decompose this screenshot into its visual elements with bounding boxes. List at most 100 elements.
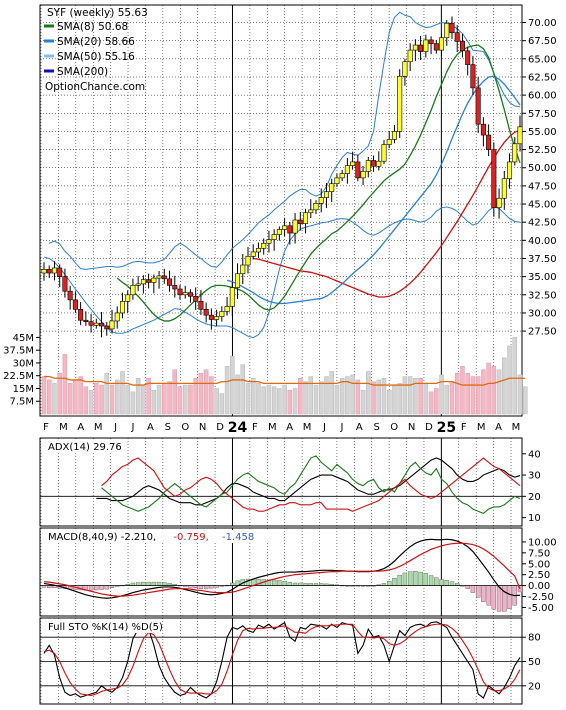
price-tick-label: 62.50 <box>528 72 557 83</box>
volume-bar <box>371 381 376 415</box>
volume-bar <box>177 386 183 415</box>
candle-body <box>323 191 329 198</box>
time-axis-label: M <box>268 422 277 433</box>
candle-body <box>407 49 413 63</box>
candle-body <box>433 43 439 51</box>
volume-bar <box>428 391 434 415</box>
indicator-tick-label: -5.00 <box>528 603 554 614</box>
candle-body <box>240 264 246 275</box>
candle-body <box>386 139 392 145</box>
bollinger-lower-line <box>43 206 521 339</box>
candle-body <box>486 134 492 150</box>
candle-body <box>250 251 256 257</box>
sma20-line <box>226 75 521 305</box>
volume-bar <box>339 378 345 415</box>
volume-bar <box>209 376 214 415</box>
time-axis-label: O <box>390 422 398 433</box>
price-tick-label: 42.50 <box>528 218 557 229</box>
indicator-tick-label: 40 <box>528 449 541 460</box>
indicator-tick-label: 10 <box>528 513 541 524</box>
candle-body <box>303 212 309 224</box>
volume-bar <box>386 389 392 415</box>
macd-histogram-bar <box>99 585 104 590</box>
adx-label-box <box>41 440 123 453</box>
macd-histogram-bar <box>271 579 277 586</box>
candle-body <box>229 287 235 307</box>
macd-value: MACD(8,40,9) -2.210, <box>48 532 156 543</box>
macd-signal-value: -0.759, <box>173 532 208 543</box>
macd-histogram-bar <box>146 581 151 586</box>
candle-body <box>224 306 230 312</box>
volume-bar <box>120 371 125 415</box>
candle-body <box>334 177 340 185</box>
indicator-tick-label: 2.50 <box>528 570 550 581</box>
candle-body <box>318 197 324 204</box>
volume-bar <box>240 364 246 415</box>
time-axis-label: A <box>286 422 293 433</box>
volume-bar <box>470 376 476 415</box>
volume-average-line <box>44 375 526 386</box>
candle-body <box>276 229 282 235</box>
candle-body <box>125 294 131 302</box>
time-axis-label: A <box>356 422 363 433</box>
adx-series-line <box>101 455 521 514</box>
adx-series-line <box>101 457 521 512</box>
macd-histogram-bar <box>277 580 282 586</box>
candle-body <box>459 41 465 52</box>
candle-body <box>475 87 481 125</box>
volume-bar <box>481 369 486 415</box>
volume-bar <box>491 366 497 415</box>
volume-bar <box>214 388 219 415</box>
volume-bar <box>67 383 73 415</box>
candle-body <box>78 309 84 321</box>
volume-bar <box>282 384 287 415</box>
macd-histogram-bar <box>423 573 429 586</box>
candle-body <box>480 123 486 136</box>
volume-bar <box>324 376 329 415</box>
volume-tick-label: 45M <box>13 333 34 344</box>
candle-body <box>297 219 303 224</box>
time-axis-label: N <box>199 422 206 433</box>
candle-body <box>72 299 78 310</box>
price-tick-label: 27.50 <box>528 327 557 338</box>
macd-histogram-bar <box>287 581 293 586</box>
macd-y-axis: 10.007.505.002.500.00-2.50-5.00 <box>522 537 557 614</box>
candle-body <box>282 225 288 230</box>
stochastic-lines <box>40 621 522 699</box>
indicator-tick-label: 20 <box>528 681 541 692</box>
time-axis-label: J <box>131 422 135 433</box>
volume-bar <box>439 374 444 415</box>
macd-label-box <box>41 530 271 543</box>
volume-bar <box>355 379 361 415</box>
volume-bar <box>402 376 408 415</box>
legend-sma200: SMA(200) <box>57 66 108 78</box>
macd-histogram-bar <box>203 585 209 589</box>
volume-bar <box>334 384 340 415</box>
volume-bar <box>114 379 120 415</box>
volume-bar <box>277 388 282 415</box>
macd-histogram-bar <box>151 581 157 586</box>
macd-series-line <box>43 542 521 597</box>
volume-bar <box>376 379 382 415</box>
indicator-tick-label: 80 <box>528 633 541 644</box>
volume-tick-label: 30M <box>13 358 34 369</box>
legend-sma8: SMA(8) 50.68 <box>57 21 128 33</box>
price-tick-label: 55.00 <box>528 127 557 138</box>
candle-body <box>177 288 183 296</box>
volume-bar <box>167 381 172 415</box>
candle-body <box>119 301 125 314</box>
sma50-line <box>253 129 521 298</box>
price-tick-label: 60.00 <box>528 91 557 102</box>
legend-sma50: SMA(50) 55.16 <box>57 51 135 63</box>
adx-y-axis: 40 30 20 10 <box>522 449 541 524</box>
time-axis-label: F <box>43 422 49 433</box>
indicator-tick-label: 0.00 <box>528 581 550 592</box>
candle-body <box>193 295 199 302</box>
volume-bar <box>193 378 198 415</box>
candle-body <box>182 292 188 296</box>
macd-histogram-bar <box>439 579 444 586</box>
time-axis: F M A M J J A S O N D 24 F M A M J J A S O N D 25 F M A M <box>43 420 520 436</box>
candle-body <box>62 276 68 292</box>
indicator-tick-label: -2.50 <box>528 592 554 603</box>
indicator-tick-label: 7.50 <box>528 548 550 559</box>
